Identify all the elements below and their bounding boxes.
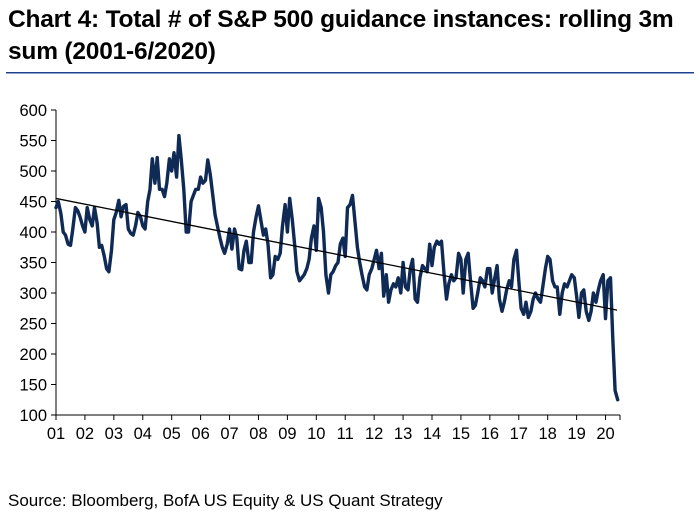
y-tick-label: 300 bbox=[19, 285, 47, 303]
x-tick-label: 12 bbox=[365, 425, 383, 443]
x-tick-label: 07 bbox=[220, 425, 238, 443]
y-tick-label: 600 bbox=[19, 102, 47, 120]
line-chart: 100 150 200 250 300 350 400 450 500 550 600 01 02 03… bbox=[19, 102, 621, 443]
x-tick-label: 09 bbox=[278, 425, 296, 443]
x-tick-label: 03 bbox=[105, 425, 123, 443]
y-tick-label: 550 bbox=[19, 133, 47, 151]
chart-title: Chart 4: Total # of S&P 500 guidance ins… bbox=[8, 6, 674, 65]
x-tick-label: 18 bbox=[539, 425, 557, 443]
y-tick-label: 250 bbox=[19, 316, 47, 334]
x-tick-label: 01 bbox=[47, 425, 65, 443]
source-note: Source: Bloomberg, BofA US Equity & US Q… bbox=[8, 491, 443, 510]
y-tick-label: 200 bbox=[19, 346, 47, 364]
x-tick-label: 11 bbox=[337, 425, 354, 443]
x-tick-label: 16 bbox=[481, 425, 499, 443]
x-tick-label: 08 bbox=[249, 425, 267, 443]
x-tick-label: 02 bbox=[76, 425, 94, 443]
y-tick-label: 100 bbox=[19, 407, 47, 425]
y-tick-label: 150 bbox=[19, 377, 47, 395]
trend-line bbox=[55, 197, 618, 311]
y-tick-label: 350 bbox=[19, 255, 47, 273]
x-tick-label: 13 bbox=[394, 425, 412, 443]
x-tick-label: 20 bbox=[596, 425, 614, 443]
trend-group bbox=[55, 197, 618, 311]
title-rule-line bbox=[6, 72, 694, 74]
x-tick-label: 19 bbox=[567, 425, 585, 443]
x-tick-label: 17 bbox=[510, 425, 528, 443]
series-group bbox=[54, 133, 620, 402]
x-axis: 01 02 03 04 05 06 07 08 09 10 11 12 13 14 15 16 17 18 19 20 bbox=[47, 414, 621, 443]
series-line bbox=[54, 133, 620, 402]
x-tick-label: 04 bbox=[134, 425, 152, 443]
y-tick-label: 450 bbox=[19, 194, 47, 212]
x-tick-label: 14 bbox=[423, 425, 441, 443]
y-tick-label: 400 bbox=[19, 224, 47, 242]
title-rule bbox=[6, 72, 694, 74]
y-tick-label: 500 bbox=[19, 163, 47, 181]
x-tick-label: 05 bbox=[163, 425, 181, 443]
x-tick-label: 15 bbox=[452, 425, 470, 443]
y-axis: 100 150 200 250 300 350 400 450 500 550 600 bbox=[19, 102, 57, 425]
x-tick-label: 10 bbox=[307, 425, 325, 443]
x-tick-label: 06 bbox=[191, 425, 209, 443]
